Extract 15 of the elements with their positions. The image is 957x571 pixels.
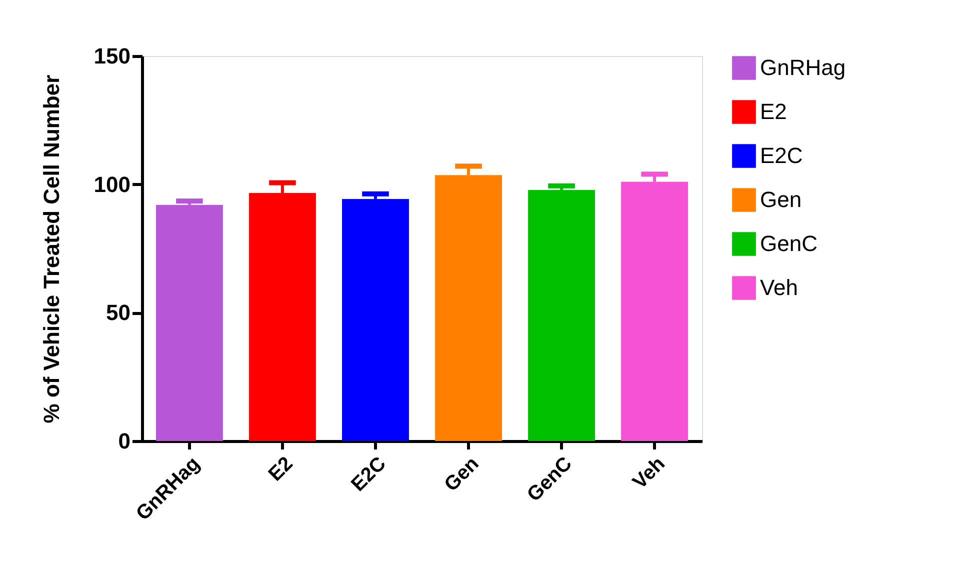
legend-label: Veh <box>760 275 798 300</box>
y-tick-label: 100 <box>94 172 130 197</box>
x-tick-label: E2 <box>264 452 298 486</box>
x-tick-label: E2C <box>347 452 390 496</box>
legend-label: Gen <box>760 187 802 212</box>
x-tick-label: Veh <box>628 452 670 494</box>
legend-label: E2 <box>760 99 787 124</box>
y-axis-title: % of Vehicle Treated Cell Number <box>38 74 64 424</box>
y-tick-label: 0 <box>118 428 130 454</box>
y-tick-label: 50 <box>106 300 130 326</box>
legend-label: E2C <box>760 143 803 168</box>
legend-label: GenC <box>760 231 818 256</box>
x-tick-label: Gen <box>440 452 484 496</box>
y-tick-label: 150 <box>94 44 130 68</box>
legend-label: GnRHag <box>760 55 846 80</box>
